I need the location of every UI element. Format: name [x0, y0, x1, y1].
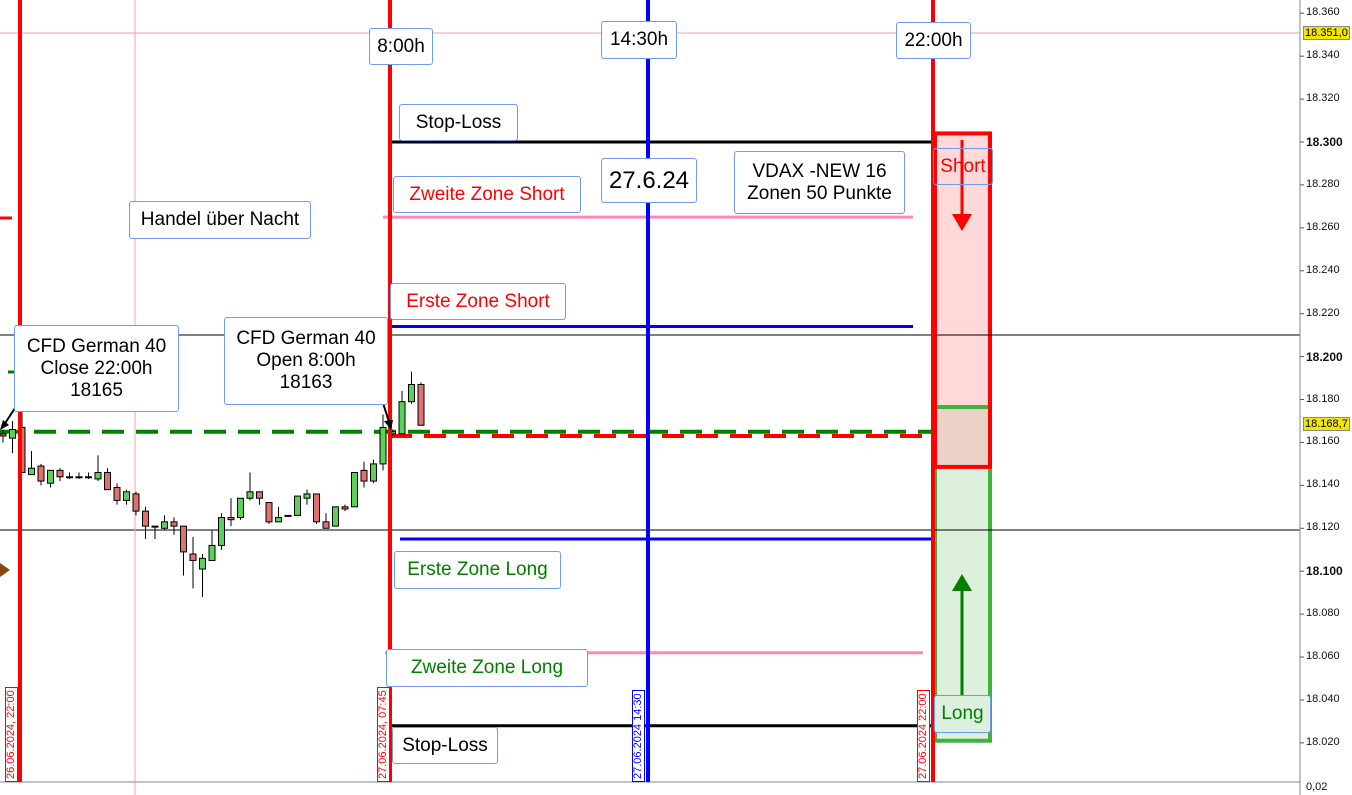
label-zweite-zone-short: Zweite Zone Short — [393, 176, 581, 213]
candle — [379, 426, 387, 465]
y-tick-label: 18.080 — [1306, 607, 1340, 620]
candle — [170, 521, 178, 527]
candle — [85, 476, 92, 479]
candle — [294, 495, 301, 516]
candle — [75, 476, 83, 479]
label-short: Short — [933, 148, 993, 185]
candle — [66, 476, 73, 479]
label-handel-ueber-nacht: Handel über Nacht — [129, 201, 311, 239]
candle — [94, 471, 102, 480]
time-label-4: 27.06.2024 22:00 — [917, 690, 930, 782]
candle — [227, 517, 235, 521]
long-arrow-head — [952, 574, 972, 591]
candle — [180, 525, 187, 553]
time-label-1: 26.06.2024, 22:00 — [5, 687, 18, 782]
candle — [237, 497, 244, 519]
arrow-close-head — [0, 420, 9, 430]
candle — [161, 521, 168, 529]
y-tick-label: 18.180 — [1306, 392, 1340, 405]
price-tag-top: 18.351,0 — [1303, 25, 1350, 40]
candle — [360, 469, 368, 482]
candle — [47, 469, 54, 484]
candle — [218, 517, 225, 546]
y-tick-label: 18.240 — [1306, 263, 1340, 276]
marker-triangle — [0, 563, 10, 577]
label-8h: 8:00h — [369, 28, 433, 65]
candle — [208, 544, 216, 561]
y-tick-label: 18.120 — [1306, 521, 1340, 534]
y-tick-label: 18.340 — [1306, 49, 1340, 62]
candle — [199, 557, 206, 570]
candle — [113, 487, 121, 501]
candle — [246, 491, 254, 499]
y-tick-label: 18.320 — [1306, 92, 1340, 105]
y-tick-label: 18.040 — [1306, 692, 1340, 705]
candle — [322, 521, 330, 529]
candle — [303, 493, 311, 499]
label-22h: 22:00h — [896, 22, 971, 59]
lower-panel-label: 0,02 — [1306, 781, 1328, 793]
label-long: Long — [934, 695, 991, 733]
candle — [370, 463, 377, 482]
candle — [37, 465, 45, 482]
label-erste-zone-long: Erste Zone Long — [394, 551, 561, 589]
label-1430h: 14:30h — [601, 21, 677, 59]
y-tick-label: 18.360 — [1306, 6, 1340, 19]
candle — [284, 514, 292, 517]
label-stop-loss-top: Stop-Loss — [399, 104, 518, 141]
candle — [275, 517, 282, 523]
candle — [417, 383, 425, 426]
candle — [313, 493, 320, 523]
candle — [408, 383, 415, 403]
candle — [132, 493, 140, 512]
candle — [189, 553, 197, 561]
label-erste-zone-short: Erste Zone Short — [390, 283, 566, 320]
label-date: 27.6.24 — [601, 158, 697, 203]
candle — [151, 525, 159, 528]
y-tick-label: 18.200 — [1306, 349, 1343, 364]
y-tick-label: 18.060 — [1306, 650, 1340, 663]
time-label-3: 27.06.2024 14:30 — [632, 690, 645, 782]
label-zweite-zone-long: Zweite Zone Long — [386, 649, 588, 687]
candle — [56, 469, 64, 478]
y-tick-label: 18.140 — [1306, 478, 1340, 491]
candle — [351, 471, 358, 508]
candle — [123, 491, 130, 501]
label-vdax: VDAX -NEW 16 Zonen 50 Punkte — [734, 151, 905, 214]
candle — [142, 510, 149, 527]
arrow-open-head — [384, 420, 393, 430]
candle — [265, 502, 273, 523]
candle — [256, 491, 263, 499]
y-tick-label: 18.220 — [1306, 306, 1340, 319]
candle — [104, 471, 111, 491]
y-tick-label: 18.280 — [1306, 177, 1340, 190]
label-stop-loss-bottom: Stop-Loss — [392, 727, 498, 764]
label-cfd-open: CFD German 40 Open 8:00h 18163 — [224, 317, 388, 405]
y-tick-label: 18.100 — [1306, 564, 1343, 579]
y-tick-label: 18.160 — [1306, 435, 1340, 448]
y-tick-label: 18.300 — [1306, 135, 1343, 149]
short-arrow-head — [952, 214, 972, 231]
y-tick-label: 18.020 — [1306, 735, 1340, 748]
candle — [28, 467, 35, 476]
candle — [341, 506, 349, 510]
candle — [332, 506, 339, 527]
candle — [0, 433, 7, 437]
price-tag-last: 18.168,7 — [1303, 416, 1350, 431]
candle — [9, 429, 16, 439]
time-label-2: 27.06.2024, 07:45 — [377, 687, 390, 782]
label-cfd-close: CFD German 40 Close 22:00h 18165 — [14, 325, 179, 412]
candle — [398, 401, 406, 435]
y-tick-label: 18.260 — [1306, 220, 1340, 233]
